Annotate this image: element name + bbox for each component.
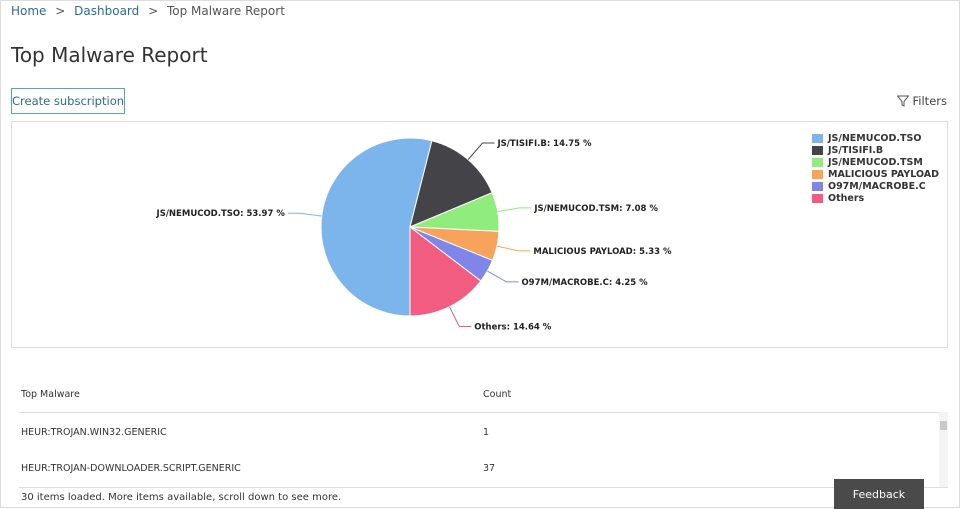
feedback-button[interactable]: Feedback	[834, 479, 924, 509]
data-label: JS/TISIFI.B: 14.75 %	[497, 139, 593, 149]
malware-name: HEUR:TROJAN.WIN32.GENERIC	[21, 427, 167, 438]
malware-name: HEUR:TROJAN-DOWNLOADER.SCRIPT.GENERIC	[21, 463, 241, 474]
legend-item[interactable]: Others	[812, 192, 939, 204]
scrollbar-thumb[interactable]	[940, 421, 947, 430]
chart-legend: JS/NEMUCOD.TSO JS/TISIFI.B JS/NEMUCOD.TSM M…	[812, 132, 939, 204]
legend-swatch	[812, 145, 823, 155]
leader-line	[449, 306, 472, 327]
pie-chart: JS/NEMUCOD.TSO: 53.97 % JS/TISIFI.B: 14.7…	[11, 121, 948, 348]
leader-line	[467, 142, 495, 160]
data-label: Others: 14.64 %	[474, 322, 552, 332]
legend-label: Others	[828, 192, 865, 204]
breadcrumb-separator: >	[55, 4, 66, 18]
status-text: 30 items loaded. More items available, s…	[21, 492, 342, 503]
pie-slice-0[interactable]	[320, 137, 433, 317]
filters-button[interactable]: Filters	[896, 94, 947, 108]
breadcrumb-dashboard[interactable]: Dashboard	[74, 4, 140, 18]
data-label: JS/NEMUCOD.TSM: 7.08 %	[533, 204, 658, 214]
legend-swatch	[812, 181, 823, 191]
legend-label: JS/TISIFI.B	[828, 144, 884, 156]
legend-swatch	[812, 133, 823, 143]
malware-count: 37	[483, 463, 496, 474]
legend-label: MALICIOUS PAYLOAD	[828, 168, 940, 180]
pie-slice-1[interactable]	[409, 140, 493, 228]
data-label: MALICIOUS PAYLOAD: 5.33 %	[533, 247, 672, 257]
table-scrollbar[interactable]	[939, 412, 948, 487]
divider	[19, 412, 948, 413]
legend-swatch	[812, 157, 823, 167]
pie-slice-5[interactable]	[409, 225, 482, 317]
legend-item[interactable]: MALICIOUS PAYLOAD	[812, 168, 939, 180]
divider	[19, 487, 948, 488]
leader-line	[287, 212, 322, 217]
column-header-count[interactable]: Count	[483, 389, 512, 400]
column-header-top-malware[interactable]: Top Malware	[21, 389, 80, 400]
legend-label: JS/NEMUCOD.TSO	[828, 132, 922, 144]
breadcrumb: Home > Dashboard > Top Malware Report	[11, 4, 285, 18]
legend-swatch	[812, 193, 823, 203]
breadcrumb-current: Top Malware Report	[166, 4, 285, 18]
pie-chart-svg: JS/NEMUCOD.TSO: 53.97 % JS/TISIFI.B: 14.7…	[156, 137, 672, 332]
legend-item[interactable]: JS/TISIFI.B	[812, 144, 939, 156]
page-title: Top Malware Report	[11, 43, 208, 67]
legend-label: JS/NEMUCOD.TSM	[828, 156, 923, 168]
legend-swatch	[812, 169, 823, 179]
funnel-icon	[896, 95, 909, 107]
breadcrumb-home[interactable]: Home	[11, 4, 47, 18]
create-subscription-button[interactable]: Create subscription	[11, 88, 125, 114]
data-label: O97M/MACROBE.C: 4.25 %	[521, 278, 648, 288]
legend-item[interactable]: JS/NEMUCOD.TSO	[812, 132, 939, 144]
leader-line	[497, 207, 532, 213]
malware-count: 1	[483, 427, 490, 438]
leader-line	[496, 245, 531, 252]
breadcrumb-separator: >	[148, 4, 159, 18]
leader-line	[487, 270, 519, 283]
legend-item[interactable]: O97M/MACROBE.C	[812, 180, 939, 192]
legend-item[interactable]: JS/NEMUCOD.TSM	[812, 156, 939, 168]
filters-label: Filters	[912, 94, 947, 108]
legend-label: O97M/MACROBE.C	[828, 180, 926, 192]
data-label: JS/NEMUCOD.TSO: 53.97 %	[156, 209, 286, 219]
